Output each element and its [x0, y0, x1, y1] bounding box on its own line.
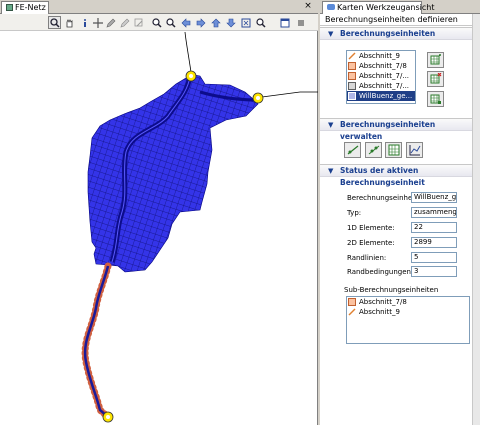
line-edit-icon — [347, 145, 358, 155]
add-unit-button[interactable] — [427, 52, 444, 68]
field-2d-elemente[interactable]: 2899 — [411, 237, 457, 248]
menu-icon[interactable] — [294, 16, 307, 29]
list-item[interactable]: Abschnitt_7/... — [347, 81, 415, 91]
calc-unit-list[interactable]: Abschnitt_9 Abschnitt_7/8 Abschnitt_7/..… — [346, 50, 416, 104]
arrow-left-icon[interactable] — [179, 16, 192, 29]
label-randlinien: Randlinien: — [347, 254, 387, 262]
field-berechnungseinheit[interactable]: WillBuenz_gel — [411, 192, 457, 203]
zoom-extent-icon[interactable] — [239, 16, 252, 29]
collapse-arrow-icon: ▼ — [328, 30, 334, 38]
boundary-marker-right[interactable] — [252, 92, 264, 104]
field-randlinien[interactable]: 5 — [411, 252, 457, 263]
edit-icon[interactable] — [118, 16, 131, 29]
sub-units-title: Sub-Berechnungseinheiten — [344, 286, 439, 294]
search-icon[interactable] — [254, 16, 267, 29]
manage-tool-button-4[interactable] — [406, 142, 423, 158]
manage-tool-button-1[interactable] — [344, 142, 361, 158]
grid-remove-icon — [430, 73, 441, 84]
chart-icon — [409, 145, 420, 156]
region-icon — [348, 72, 356, 80]
river-1d-line — [83, 265, 110, 418]
list-item[interactable]: Abschnitt_9 — [347, 51, 415, 61]
line-icon — [348, 308, 356, 316]
list-item[interactable]: Abschnitt_7/8 — [347, 61, 415, 71]
move-icon[interactable] — [91, 16, 104, 29]
region-icon — [348, 82, 356, 90]
region-icon — [348, 92, 356, 100]
grid-add-icon — [430, 54, 441, 65]
label-1d-elemente: 1D Elemente: — [347, 224, 395, 232]
manage-tool-button-3[interactable] — [385, 142, 402, 158]
boundary-marker-bottom[interactable] — [102, 411, 114, 423]
tab-fe-netz[interactable]: FE-Netz — [1, 1, 49, 14]
sub-unit-list[interactable]: Abschnitt_7/8 Abschnitt_9 — [346, 296, 470, 344]
field-1d-elemente[interactable]: 22 — [411, 222, 457, 233]
grid-icon — [388, 144, 399, 156]
list-item-selected[interactable]: WillBuenz_ge... — [347, 91, 415, 101]
list-item[interactable]: Abschnitt_7/... — [347, 71, 415, 81]
collapse-arrow-icon: ▼ — [328, 167, 334, 175]
label-2d-elemente: 2D Elemente: — [347, 239, 395, 247]
edit-unit-button[interactable] — [427, 91, 444, 107]
left-tab-bar: FE-Netz × — [0, 0, 318, 14]
window-icon[interactable] — [278, 16, 291, 29]
label-berechnungseinheit: Berechnungseinheit: — [347, 194, 420, 202]
region-icon — [348, 298, 356, 306]
pan-icon[interactable] — [62, 16, 75, 29]
manage-tool-button-2[interactable] — [365, 142, 382, 158]
collapse-arrow-icon: ▼ — [328, 121, 334, 129]
arrow-up-icon[interactable] — [209, 16, 222, 29]
info-icon[interactable] — [78, 16, 91, 29]
arrow-right-icon[interactable] — [194, 16, 207, 29]
field-typ[interactable]: zusammengef — [411, 207, 457, 218]
map-view-panel: FE-Netz × — [0, 0, 318, 425]
mesh-area — [87, 73, 259, 273]
map-tool-icon — [327, 4, 335, 10]
list-item[interactable]: Abschnitt_9 — [347, 307, 469, 317]
tab-karten-werkzeugansicht[interactable]: Karten Werkzeugansicht — [322, 1, 435, 14]
tool-view-panel: Karten Werkzeugansicht Berechnungseinhei… — [320, 0, 480, 425]
label-typ: Typ: — [347, 209, 362, 217]
pencil-icon[interactable] — [104, 16, 117, 29]
label-randbedingungen: Randbedingungen: — [347, 268, 414, 276]
field-randbedingungen[interactable]: 3 — [411, 266, 457, 277]
right-tab-bar: Karten Werkzeugansicht — [320, 0, 480, 14]
tributary-channel — [199, 90, 259, 102]
panel-subtitle: Berechnungseinheiten definieren — [320, 15, 480, 26]
fe-mesh-map[interactable] — [0, 32, 318, 425]
arrow-down-icon[interactable] — [224, 16, 237, 29]
boundary-marker-top[interactable] — [185, 70, 197, 82]
node-edit-icon — [368, 145, 379, 155]
list-item[interactable]: Abschnitt_7/8 — [347, 297, 469, 307]
section-header-berechnungseinheiten[interactable]: ▼ Berechnungseinheiten — [320, 27, 480, 40]
mesh-icon — [6, 4, 13, 11]
region-icon — [348, 62, 356, 70]
tributary-line — [261, 91, 318, 98]
zoom-icon[interactable] — [48, 16, 61, 29]
map-toolbar — [0, 14, 318, 31]
close-icon[interactable]: × — [304, 1, 312, 11]
section-header-status[interactable]: ▼ Status der aktiven Berechnungseinheit — [320, 164, 480, 187]
upstream-line — [184, 32, 192, 73]
line-icon — [348, 52, 356, 60]
zoom-in-icon[interactable] — [150, 16, 163, 29]
section-header-verwalten[interactable]: ▼ Berechnungseinheiten verwalten — [320, 118, 480, 141]
right-panel-scrollbar[interactable] — [472, 14, 480, 425]
grid-edit-icon — [430, 94, 441, 104]
zoom-out-icon[interactable] — [164, 16, 177, 29]
remove-unit-button[interactable] — [427, 71, 444, 87]
edit-disabled-icon[interactable] — [132, 16, 145, 29]
